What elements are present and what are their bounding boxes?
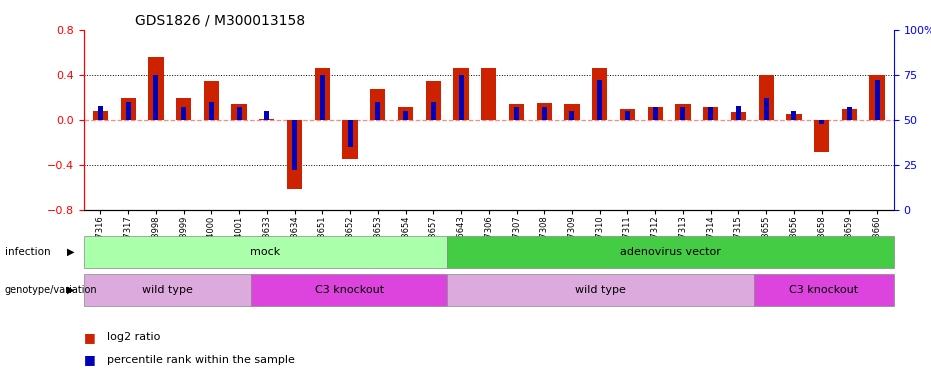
Bar [625, 111, 630, 120]
Bar [120, 98, 136, 120]
Bar [398, 106, 413, 120]
Bar [320, 75, 325, 120]
Bar [126, 102, 130, 120]
Bar [403, 111, 408, 120]
Bar [648, 106, 663, 120]
Bar [819, 120, 824, 124]
Bar [791, 111, 796, 120]
Bar [154, 75, 158, 120]
Text: ▶: ▶ [67, 285, 74, 295]
Text: infection: infection [5, 247, 50, 257]
Bar [425, 81, 441, 120]
Bar [459, 75, 464, 120]
Text: adenovirus vector: adenovirus vector [620, 247, 721, 257]
Bar [787, 114, 802, 120]
Bar [292, 120, 297, 170]
Bar [509, 104, 524, 120]
Bar [874, 80, 880, 120]
Bar [453, 68, 468, 120]
Bar [735, 106, 741, 120]
Text: C3 knockout: C3 knockout [789, 285, 858, 295]
Bar [759, 75, 774, 120]
Bar [259, 119, 275, 120]
Bar [98, 106, 103, 120]
Bar [431, 102, 436, 120]
Bar [375, 102, 381, 120]
Bar [675, 104, 691, 120]
Bar [814, 120, 830, 152]
Bar [681, 107, 685, 120]
Bar [842, 109, 857, 120]
Text: wild type: wild type [575, 285, 626, 295]
Text: percentile rank within the sample: percentile rank within the sample [107, 355, 295, 365]
Bar [564, 104, 580, 120]
Text: ▶: ▶ [67, 247, 74, 257]
Bar [536, 103, 552, 120]
Bar [182, 107, 186, 120]
Text: ■: ■ [84, 354, 96, 366]
Bar [592, 68, 607, 120]
Bar [481, 68, 496, 120]
Text: ■: ■ [84, 331, 96, 344]
Bar [264, 111, 269, 120]
Bar [148, 57, 164, 120]
Bar [287, 120, 303, 189]
Bar [620, 109, 635, 120]
Bar [371, 88, 385, 120]
Bar [204, 81, 219, 120]
Text: mock: mock [250, 247, 280, 257]
Bar [176, 98, 191, 120]
Bar [347, 120, 353, 147]
Bar [870, 75, 884, 120]
Bar [343, 120, 358, 159]
Text: wild type: wild type [142, 285, 193, 295]
Bar [232, 104, 247, 120]
Bar [708, 107, 713, 120]
Bar [93, 111, 108, 120]
Text: GDS1826 / M300013158: GDS1826 / M300013158 [135, 13, 305, 27]
Bar [209, 102, 214, 120]
Bar [731, 112, 746, 120]
Bar [570, 111, 574, 120]
Bar [542, 107, 546, 120]
Text: C3 knockout: C3 knockout [315, 285, 384, 295]
Bar [847, 107, 852, 120]
Bar [514, 107, 519, 120]
Bar [597, 80, 602, 120]
Bar [703, 106, 719, 120]
Bar [315, 68, 330, 120]
Text: genotype/variation: genotype/variation [5, 285, 97, 295]
Text: log2 ratio: log2 ratio [107, 333, 160, 342]
Bar [236, 107, 242, 120]
Bar [763, 98, 769, 120]
Bar [653, 107, 657, 120]
